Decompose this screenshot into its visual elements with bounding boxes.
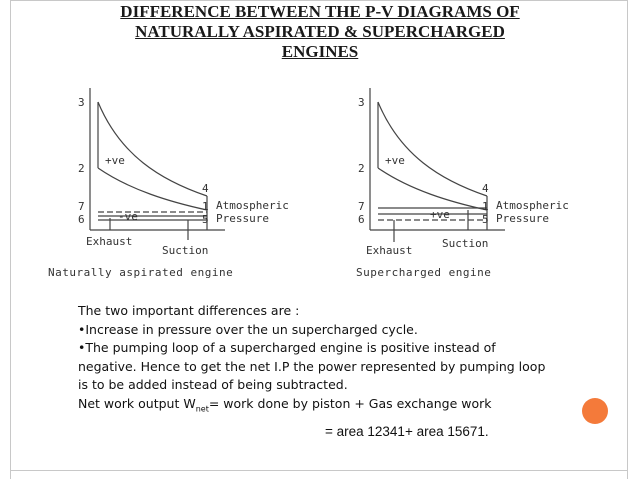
point-3: 3 — [78, 96, 85, 109]
point-1: 1 — [202, 200, 209, 213]
point-6: 6 — [358, 213, 365, 226]
caption-supercharged: Supercharged engine — [356, 266, 492, 279]
exhaust-label: Exhaust — [366, 244, 412, 257]
suction-label: Suction — [162, 244, 208, 257]
caption-naturally-aspirated: Naturally aspirated engine — [48, 266, 234, 279]
point-1: 1 — [482, 200, 489, 213]
slide-frame-left — [10, 0, 11, 479]
point-2: 2 — [358, 162, 365, 175]
pv-diagram-supercharged: 3 2 4 7 6 1 5 +ve +ve Atmospheric Pressu… — [358, 88, 569, 257]
compression-curve-lower — [97, 167, 208, 211]
expansion-curve — [377, 101, 488, 197]
area-formula: = area 12341+ area 15671. — [325, 424, 489, 439]
text-line-6: Net work output Wnet= work done by pisto… — [78, 395, 598, 419]
title-line-2: NATURALLY ASPIRATED & SUPERCHARGED — [135, 22, 505, 41]
net-subscript: net — [195, 404, 209, 413]
suction-label: Suction — [442, 237, 488, 250]
text-line-1: The two important differences are : — [78, 303, 300, 318]
text-line-2: •Increase in pressure over the un superc… — [78, 321, 418, 337]
point-7: 7 — [78, 200, 85, 213]
explanation-text: The two important differences are : •Inc… — [78, 302, 598, 419]
pv-diagram-naturally-aspirated: 3 2 4 7 6 1 5 +ve -ve Atmospheric Pressu… — [78, 88, 289, 257]
slide-frame-right — [627, 0, 628, 479]
point-5: 5 — [202, 213, 209, 226]
text-line-5: is to be added instead of being subtract… — [78, 377, 348, 392]
loop-label-pumping: +ve — [430, 208, 450, 221]
compression-curve-lower — [377, 167, 488, 211]
loop-label-pumping: -ve — [118, 210, 138, 223]
atm-label-1: Atmospheric — [496, 199, 569, 212]
slide-frame-bottom — [10, 470, 628, 471]
point-3: 3 — [358, 96, 365, 109]
point-7: 7 — [358, 200, 365, 213]
loop-label-power: +ve — [105, 154, 125, 167]
net-work-suffix: = work done by piston + Gas exchange wor… — [208, 395, 492, 411]
exhaust-label: Exhaust — [86, 235, 132, 248]
slide-title: DIFFERENCE BETWEEN THE P-V DIAGRAMS OF N… — [60, 2, 580, 62]
point-5: 5 — [482, 213, 489, 226]
atm-label-2: Pressure — [216, 212, 269, 225]
point-2: 2 — [78, 162, 85, 175]
accent-circle — [582, 398, 608, 424]
title-line-1: DIFFERENCE BETWEEN THE P-V DIAGRAMS OF — [120, 2, 520, 21]
net-work-prefix: Net work output W — [78, 395, 196, 411]
loop-label-power: +ve — [385, 154, 405, 167]
slide-frame-top — [10, 0, 628, 1]
point-4: 4 — [202, 182, 209, 195]
point-4: 4 — [482, 182, 489, 195]
text-line-3: •The pumping loop of a supercharged engi… — [78, 340, 496, 355]
text-line-4: negative. Hence to get the net I.P the p… — [78, 358, 546, 374]
title-line-3: ENGINES — [281, 42, 359, 61]
point-6: 6 — [78, 213, 85, 226]
atm-label-2: Pressure — [496, 212, 549, 225]
expansion-curve — [97, 101, 208, 197]
atm-label-1: Atmospheric — [216, 199, 289, 212]
